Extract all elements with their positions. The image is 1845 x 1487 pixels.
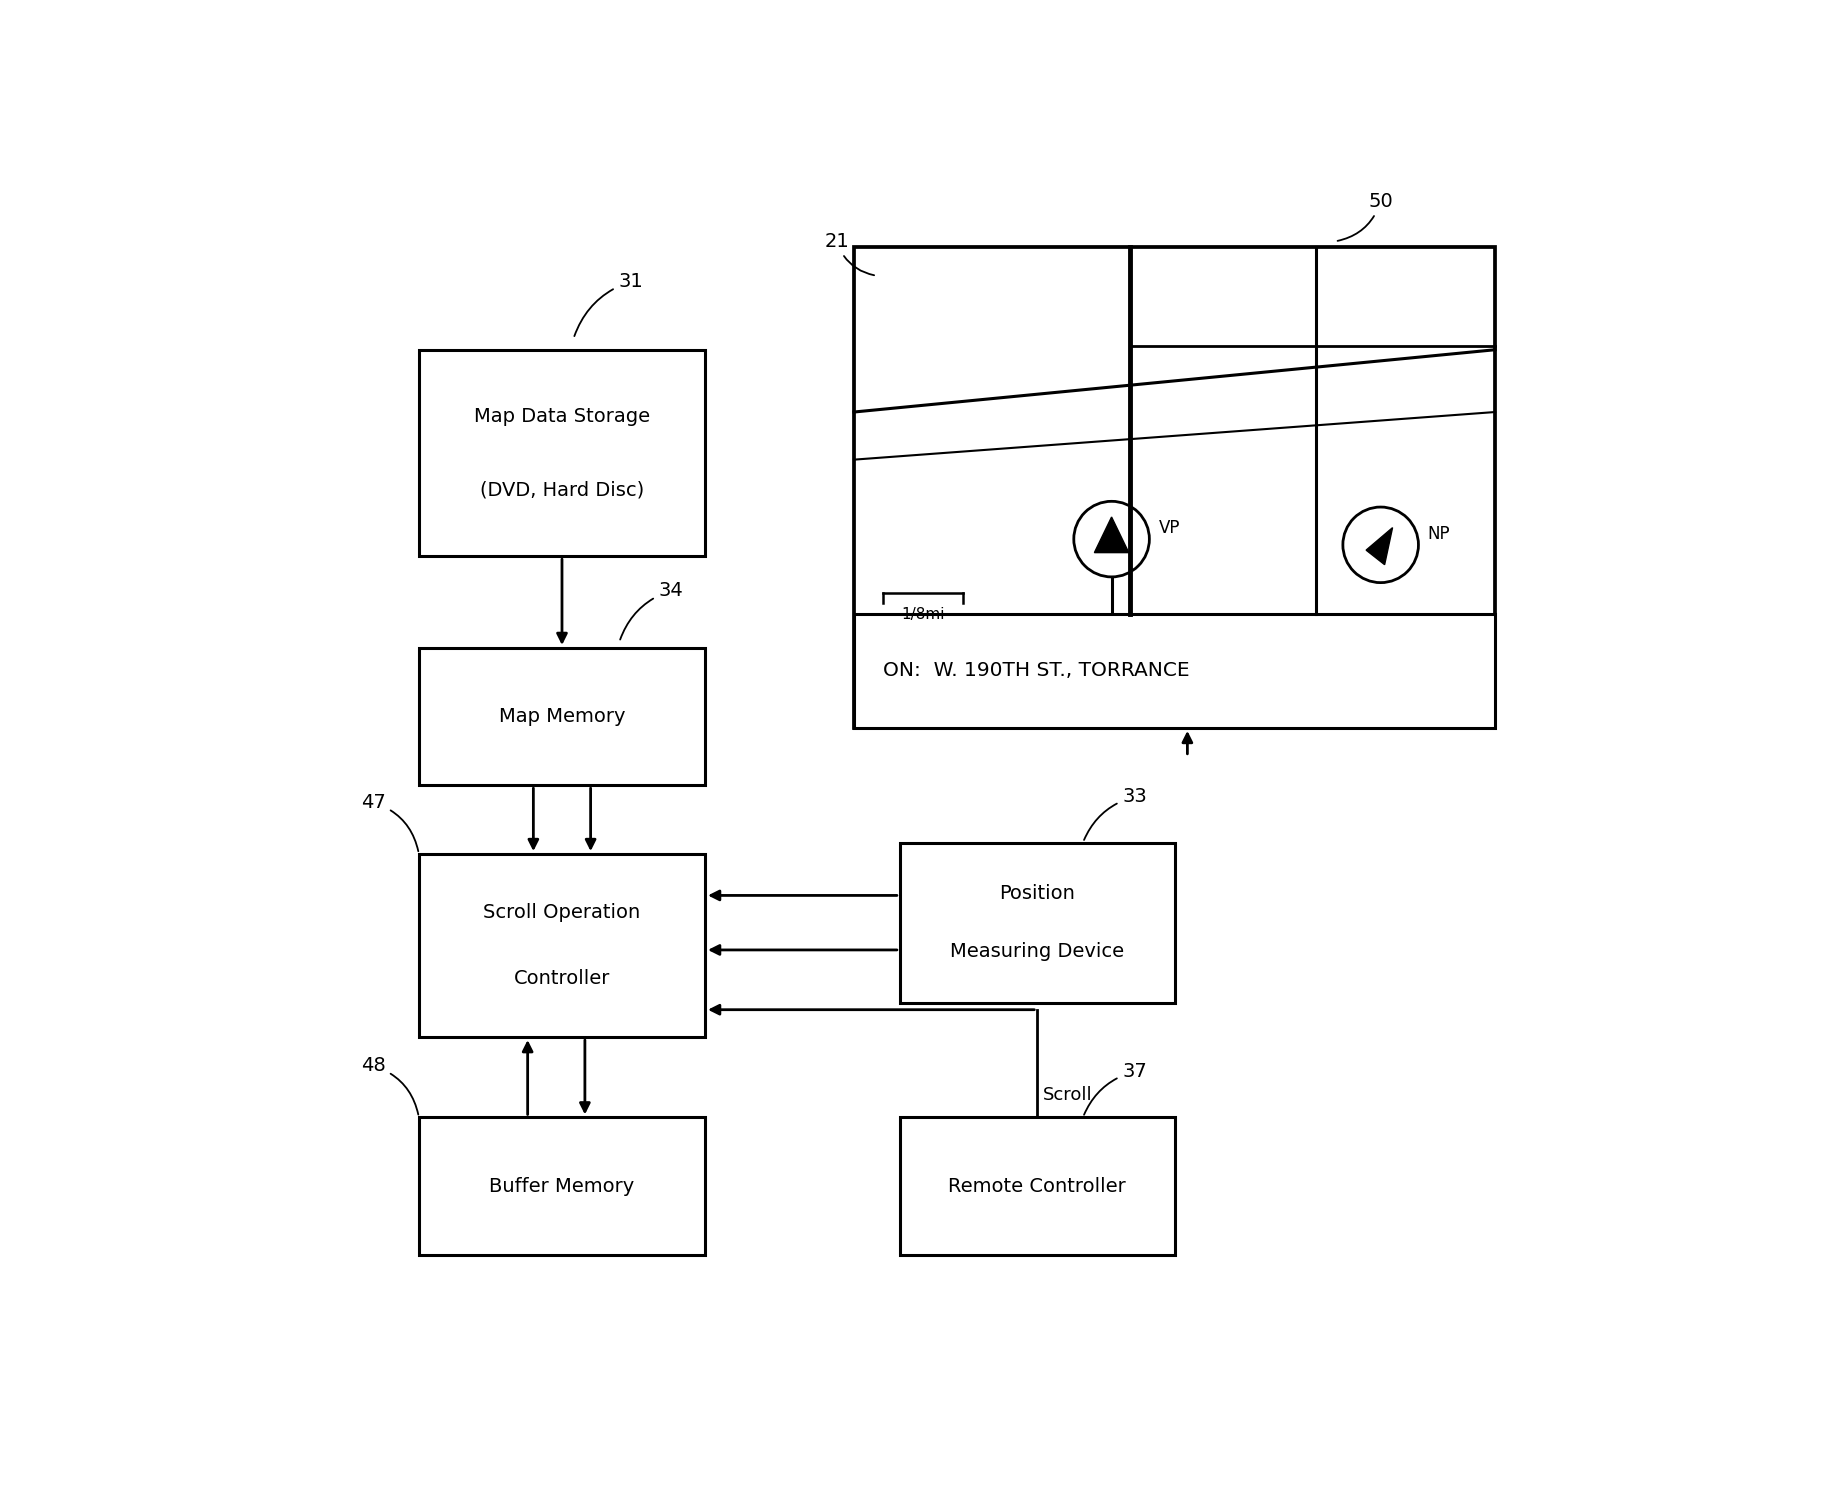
- FancyBboxPatch shape: [854, 614, 1494, 729]
- Text: Controller: Controller: [513, 970, 611, 987]
- Polygon shape: [1365, 528, 1393, 565]
- Text: Map Data Storage: Map Data Storage: [474, 406, 649, 425]
- FancyBboxPatch shape: [900, 1117, 1175, 1255]
- FancyBboxPatch shape: [419, 351, 705, 556]
- Text: (DVD, Hard Disc): (DVD, Hard Disc): [480, 480, 644, 500]
- FancyBboxPatch shape: [419, 854, 705, 1038]
- Text: Buffer Memory: Buffer Memory: [489, 1176, 635, 1196]
- FancyBboxPatch shape: [854, 247, 1494, 729]
- Text: Measuring Device: Measuring Device: [950, 943, 1124, 961]
- Text: VP: VP: [1159, 519, 1181, 537]
- Text: 48: 48: [360, 1056, 419, 1115]
- Text: ON:  W. 190TH ST., TORRANCE: ON: W. 190TH ST., TORRANCE: [882, 662, 1190, 680]
- Text: 1/8mi: 1/8mi: [900, 607, 945, 622]
- Text: 34: 34: [620, 581, 683, 639]
- Text: 33: 33: [1085, 787, 1148, 840]
- Text: 21: 21: [825, 232, 875, 275]
- Text: Map Memory: Map Memory: [498, 708, 625, 726]
- FancyBboxPatch shape: [419, 648, 705, 785]
- Polygon shape: [1094, 517, 1129, 553]
- Text: Position: Position: [1000, 885, 1076, 903]
- Text: 47: 47: [360, 793, 419, 851]
- FancyBboxPatch shape: [900, 843, 1175, 1002]
- Text: Scroll: Scroll: [1042, 1086, 1092, 1103]
- Text: 37: 37: [1085, 1062, 1148, 1115]
- Text: 50: 50: [1338, 192, 1393, 241]
- Text: Scroll Operation: Scroll Operation: [483, 903, 640, 922]
- Text: 31: 31: [574, 272, 644, 336]
- FancyBboxPatch shape: [419, 1117, 705, 1255]
- Text: Remote Controller: Remote Controller: [948, 1176, 1125, 1196]
- Text: NP: NP: [1428, 525, 1450, 543]
